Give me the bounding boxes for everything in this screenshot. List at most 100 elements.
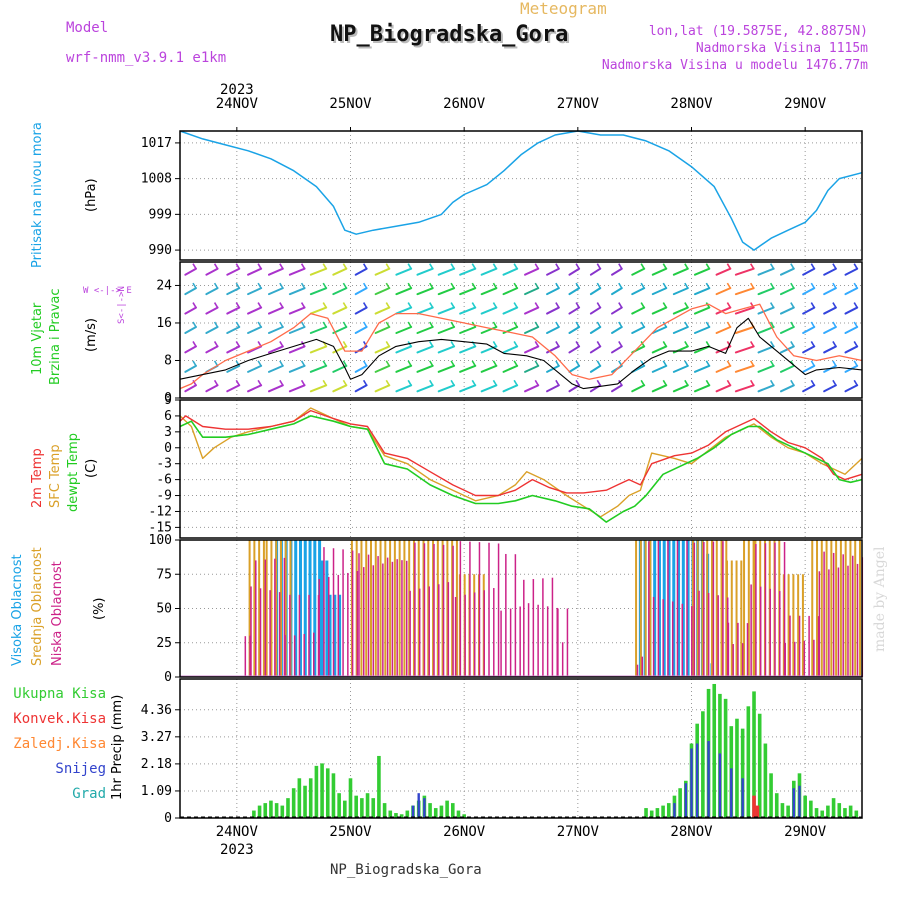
wind-barb (502, 364, 519, 373)
rain-conv-bar (752, 795, 756, 818)
wind-barb-flag (555, 302, 560, 308)
wind-barb-flag (471, 360, 476, 367)
wind-barb (184, 267, 197, 276)
wind-barb (332, 306, 348, 315)
wind-barb (611, 267, 623, 276)
wind-barb (374, 384, 391, 393)
wind-barb (715, 384, 732, 393)
y-tick-label: -15 (149, 520, 172, 535)
snow-bar (798, 785, 801, 818)
wind-barb (309, 306, 328, 315)
wind-barb-flag (726, 321, 732, 328)
y-tick-label: 100 (149, 533, 172, 548)
wind-barb (309, 384, 328, 393)
wind-barb-flag (429, 263, 434, 270)
lonlat-label: lon,lat (19.5875E, 42.8875N) (648, 24, 868, 39)
wind-barb-flag (300, 263, 306, 270)
wind-barb (693, 267, 711, 276)
wind-barb-flag (342, 360, 348, 367)
wind-barb (611, 306, 623, 315)
wind-barb (546, 287, 560, 296)
precip-unit: 1hr Precip (mm) (110, 694, 125, 800)
wind-barb-flag (555, 321, 560, 328)
wind-barb-flag (300, 282, 306, 289)
wind-barb (437, 384, 456, 393)
rain-total-bar (320, 763, 324, 818)
wind-barb (226, 267, 241, 276)
y-tick-label: -6 (156, 473, 172, 488)
y-tick-label: 3 (164, 425, 172, 440)
wind-barb-flag (575, 321, 580, 328)
wind-barb (502, 287, 519, 296)
wind-barb (715, 306, 732, 315)
wind-barb (480, 345, 498, 354)
wind-barb (757, 287, 775, 296)
wind-barb (757, 384, 775, 393)
wind-barb (524, 306, 540, 315)
wind-barb-flag (385, 341, 390, 347)
wind-barb-flag (534, 302, 539, 308)
wind-barb-flag (300, 321, 306, 328)
bottom-day-label: 29NOV (784, 824, 827, 840)
wind-barb-flag (790, 282, 795, 289)
altitude-label: Nadmorska Visina 1115m (695, 41, 868, 56)
wind-barb-flag (832, 263, 837, 270)
wind-barb-flag (662, 321, 667, 328)
meteogram-label: Meteogram (520, 0, 607, 18)
wind-barb (395, 384, 413, 393)
wind-barb (693, 306, 711, 315)
y-tick-label: 24 (156, 278, 172, 293)
wind-barb (734, 306, 755, 315)
wind-barb (779, 306, 795, 315)
wind-barb (374, 345, 391, 354)
wind-barb (459, 345, 477, 354)
rain-total-bar (388, 810, 393, 818)
y-tick-label: 0 (164, 391, 172, 406)
wind-barb-flag (750, 360, 755, 367)
temp-2m-label: 2m Temp (30, 448, 45, 508)
wind-barb (802, 364, 816, 373)
wind-barb (693, 345, 711, 354)
legend-hail: Grad (72, 786, 106, 802)
wind-barb-flag (705, 360, 711, 367)
axes-layer (175, 127, 863, 819)
wind-barb-flag (192, 282, 197, 289)
top-day-label: 27NOV (557, 96, 600, 112)
wind-compass-we: W <-|-> E (83, 286, 132, 296)
wind-barb-flag (555, 360, 560, 367)
wind-barb-flag (790, 302, 795, 308)
wind-barb-flag (790, 341, 795, 347)
wind-barb (734, 287, 755, 296)
y-tick-label: 999 (149, 207, 172, 222)
rain-total-bar (399, 814, 404, 818)
wind-barb (693, 326, 711, 334)
wind-barb-flag (429, 302, 434, 308)
wind-barb-flag (362, 321, 368, 328)
rain-total-bar (297, 778, 302, 818)
wind-barb-flag (769, 282, 775, 289)
wind-barb (184, 306, 197, 315)
wind-barb (611, 326, 623, 334)
wind-barb (480, 287, 498, 296)
wind-barb-flag (213, 282, 219, 289)
wind-barb-flag (810, 263, 815, 270)
wind-barb (395, 345, 413, 354)
wind-barb-flag (640, 263, 645, 270)
pressure-unit: (hPa) (84, 178, 99, 212)
y-tick-label: -12 (149, 504, 172, 519)
wind-barb (395, 326, 413, 334)
wind-barb (844, 384, 859, 393)
wind-barb-flag (726, 263, 732, 270)
y-tick-label: 4.36 (141, 703, 172, 718)
wind-barb-flag (705, 302, 711, 308)
wind-barb-flag (726, 282, 732, 289)
wind-barb (844, 287, 859, 296)
wind-barb-flag (684, 302, 689, 308)
rain-total-bar (678, 788, 682, 818)
wind-barb-flag (640, 360, 645, 367)
wind-barb-flag (279, 360, 284, 367)
wind-barb (524, 267, 540, 276)
cloud-unit: (%) (92, 597, 107, 621)
wind-barb-flag (471, 263, 476, 270)
